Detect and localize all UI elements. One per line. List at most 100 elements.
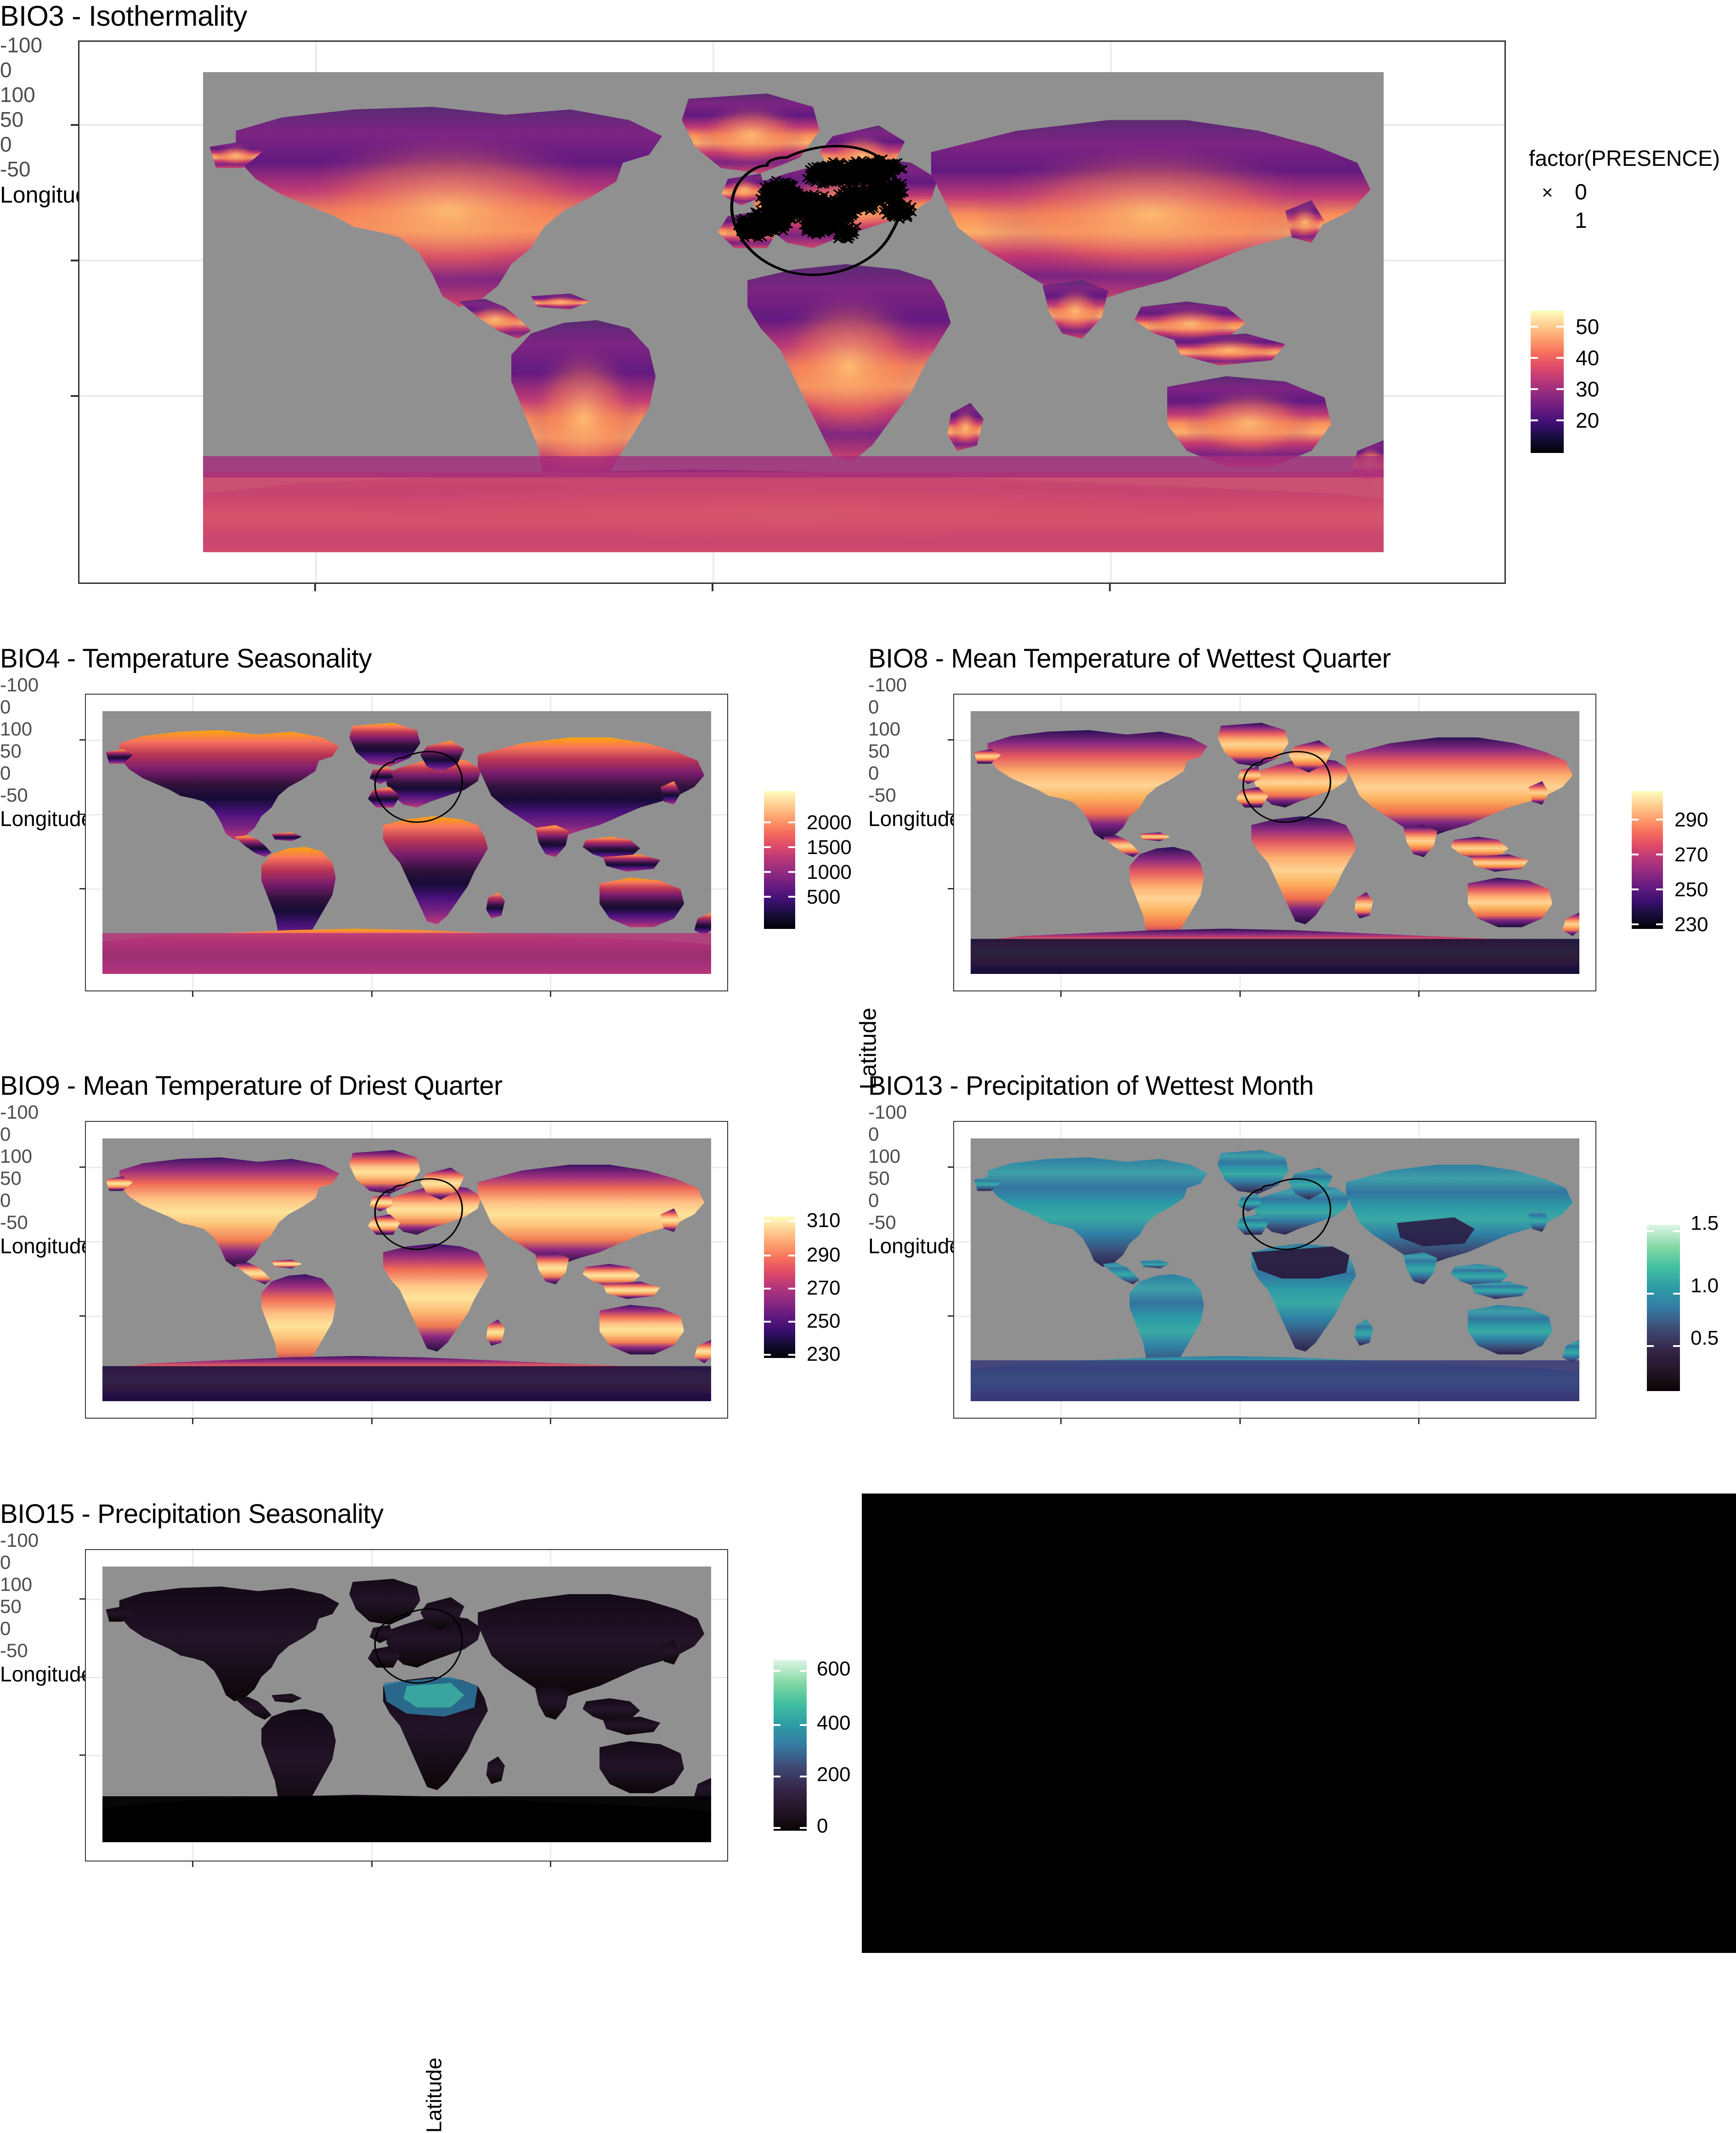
xtick-label: -100 [868,674,907,696]
ytick-label: 0 [0,132,12,156]
tick-y [79,814,85,815]
xtick-label: 100 [0,1145,33,1167]
tick-y [79,1598,85,1600]
tick-x [1109,584,1111,591]
colorbar-bio4-bar [764,791,795,929]
overlay-bio4 [374,751,464,823]
tick-y [79,1241,85,1242]
ytick-label: 0 [0,1189,11,1211]
world-map-bio15 [102,1567,711,1842]
tick-x [550,1419,551,1424]
ytick-label: -50 [868,1211,896,1233]
panel-bio4: BIO4 - Temperature Seasonality -100 0 10… [0,643,868,1278]
xaxis-label-bio13: Longitude [868,1234,961,1258]
xtick-label: 0 [0,1123,11,1145]
colorbar-label-bio3: 50 [1576,315,1600,339]
tick-y [948,1315,953,1317]
tick-x [192,1419,193,1424]
xtick-label: -100 [868,1101,907,1123]
colorbar-bio13-bar [1647,1225,1680,1391]
panel-bio13: BIO13 - Precipitation of Wettest Month - [868,1070,1736,1705]
plot-area-bio8 [953,694,1596,991]
tick-y [71,260,78,261]
ytick-label: -50 [0,157,31,181]
colorbar-gradient-bio4 [764,791,795,929]
overlay-bio9 [374,1178,464,1250]
ytick-label: -50 [0,1211,28,1233]
ytick-label: -50 [0,1640,28,1661]
tick-x [314,584,316,591]
xaxis-label-bio9: Longitude [0,1234,93,1258]
xtick-label: 0 [868,1123,879,1145]
xtick-label: 0 [868,696,879,718]
tick-y [948,1166,953,1168]
ytick-label: 50 [0,1167,22,1189]
tick-x [192,991,193,997]
tick-x [1239,991,1241,997]
xtick-label: -100 [0,1529,39,1551]
colorbar-label-bio8: 250 [1674,878,1708,901]
tick-y [79,1166,85,1168]
colorbar-label-bio4: 2000 [807,811,852,834]
xtick-label: 100 [868,1145,901,1167]
tick-x [1239,1419,1241,1424]
plot-area-bio4 [85,694,728,991]
panel-title-bio15: BIO15 - Precipitation Seasonality [0,1499,384,1529]
tick-y [79,888,85,889]
ytick-label: 0 [868,762,879,784]
panel-title-bio8: BIO8 - Mean Temperature of Wettest Quart… [868,644,1391,673]
colorbar-label-bio9: 290 [807,1244,841,1266]
tick-y [71,124,78,126]
tick-x [712,584,713,591]
colorbar-label-bio4: 1500 [807,836,852,859]
xtick-label: 100 [0,718,33,740]
overlay-bio13 [1242,1178,1332,1250]
colorbar-label-bio13: 1.0 [1691,1274,1719,1297]
yaxis-label-bio15: Latitude [422,2057,446,2133]
ytick-label: 0 [868,1189,879,1211]
colorbar-label-bio9: 230 [807,1343,841,1365]
colorbar-bio9-bar [764,1216,795,1358]
tick-y [79,739,85,741]
ytick-label: 50 [868,1167,890,1189]
map-raster-bio8 [971,711,1579,974]
tick-x [550,991,551,997]
overlay-bio3 [203,72,917,552]
xtick-label: 100 [0,1573,33,1595]
colorbar-label-bio3: 40 [1576,346,1600,370]
xtick-label: 0 [0,58,12,82]
ytick-label: 50 [868,740,890,762]
colorbar-gradient-bio3 [1531,311,1564,453]
legend-label-1: 1 [1575,209,1587,233]
tick-x [371,991,373,997]
plot-area-bio15 [85,1549,728,1861]
study-area-outline [374,751,464,823]
map-raster-bio3 [203,72,1384,552]
ytick-label: 50 [0,740,22,762]
empty-black-panel [862,1494,1736,1953]
panel-title-bio13: BIO13 - Precipitation of Wettest Month [868,1071,1314,1101]
panel-title-bio4: BIO4 - Temperature Seasonality [0,644,372,673]
map-raster-bio4 [102,711,711,974]
colorbar-bio8-bar [1632,791,1663,929]
tick-x [1418,1419,1419,1424]
colorbar-bio3 [1531,311,1564,453]
tick-y [948,814,953,815]
xtick-label: 100 [0,83,35,107]
colorbar-label-bio4: 1000 [807,861,852,883]
colorbar-label-bio13: 1.5 [1691,1212,1719,1234]
xtick-label: 100 [868,718,901,740]
map-raster-bio9 [102,1138,711,1401]
tick-y [79,1754,85,1756]
colorbar-bio15-bar [774,1660,807,1831]
colorbar-label-bio8: 270 [1674,843,1708,866]
plot-area-bio3 [78,40,1506,584]
xtick-label: 0 [0,696,11,718]
map-raster-bio13 [971,1138,1579,1401]
ytick-label: 0 [0,1618,11,1639]
tick-x [1060,1419,1062,1424]
legend-label-0: 0 [1575,180,1587,204]
world-map-bio3 [203,72,1384,552]
xtick-label: -100 [0,674,39,696]
tick-y [948,1241,953,1242]
